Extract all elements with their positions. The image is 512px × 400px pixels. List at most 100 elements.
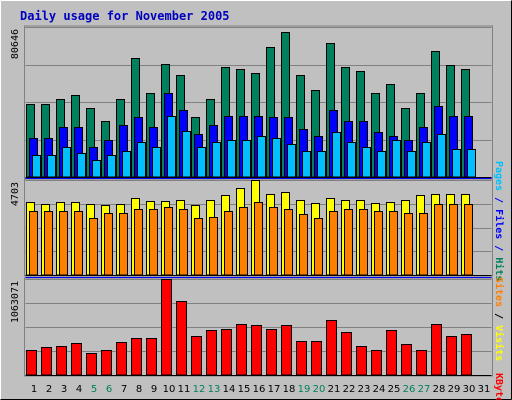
x-tick-day-24: 24 bbox=[373, 384, 386, 395]
bar-pages-day-17 bbox=[272, 138, 281, 178]
bar-sites-day-1 bbox=[29, 211, 38, 276]
bar-pages-day-26 bbox=[407, 151, 416, 178]
series-label-part-visits-sites-2: Visits bbox=[493, 325, 505, 361]
bar-pages-day-12 bbox=[197, 147, 206, 178]
bar-sites-day-2 bbox=[44, 211, 53, 276]
bar-sites-day-30 bbox=[464, 204, 473, 276]
bar-sites-day-17 bbox=[269, 207, 278, 276]
series-label-hits-files-pages: Pages / Files / Hits bbox=[493, 161, 505, 281]
bar-sites-day-9 bbox=[149, 209, 158, 276]
x-tick-day-18: 18 bbox=[283, 384, 296, 395]
bar-kbytes-day-13 bbox=[206, 330, 217, 376]
series-label-part-hits-files-pages-1: / bbox=[493, 191, 504, 209]
x-tick-day-25: 25 bbox=[388, 384, 401, 395]
bar-sites-day-20 bbox=[314, 218, 323, 276]
x-tick-day-7: 7 bbox=[121, 384, 127, 395]
x-tick-day-15: 15 bbox=[238, 384, 251, 395]
x-tick-day-11: 11 bbox=[178, 384, 191, 395]
bar-kbytes-day-2 bbox=[41, 347, 52, 376]
bar-kbytes-day-16 bbox=[251, 325, 262, 376]
bar-sites-day-18 bbox=[284, 209, 293, 276]
bar-sites-day-7 bbox=[119, 213, 128, 276]
bar-pages-day-3 bbox=[62, 147, 71, 178]
bar-sites-day-23 bbox=[359, 209, 368, 276]
bar-kbytes-day-30 bbox=[461, 334, 472, 376]
x-tick-day-4: 4 bbox=[76, 384, 82, 395]
bar-sites-day-12 bbox=[194, 218, 203, 276]
x-tick-day-1: 1 bbox=[31, 384, 37, 395]
x-tick-day-16: 16 bbox=[253, 384, 266, 395]
bar-pages-day-2 bbox=[47, 155, 56, 178]
x-tick-day-30: 30 bbox=[463, 384, 476, 395]
x-tick-day-26: 26 bbox=[403, 384, 416, 395]
ymax-label-visits-sites: 4703 bbox=[10, 182, 21, 206]
series-label-part-visits-sites-0: Sites bbox=[493, 277, 505, 307]
ymax-label-kbytes: 1063071 bbox=[10, 281, 21, 323]
bar-pages-day-22 bbox=[347, 142, 356, 178]
x-tick-day-2: 2 bbox=[46, 384, 52, 395]
bar-sites-day-26 bbox=[404, 213, 413, 276]
bar-kbytes-day-21 bbox=[326, 320, 337, 376]
bar-kbytes-day-20 bbox=[311, 341, 322, 376]
x-tick-day-13: 13 bbox=[208, 384, 221, 395]
bar-kbytes-day-9 bbox=[146, 338, 157, 376]
bar-kbytes-day-7 bbox=[116, 342, 127, 376]
series-label-part-hits-files-pages-2: Files bbox=[493, 209, 505, 239]
bar-kbytes-day-1 bbox=[26, 350, 37, 376]
bar-sites-day-13 bbox=[209, 217, 218, 276]
x-tick-day-6: 6 bbox=[106, 384, 112, 395]
bar-kbytes-day-23 bbox=[356, 346, 367, 376]
bar-pages-day-18 bbox=[287, 144, 296, 178]
bar-pages-day-14 bbox=[227, 140, 236, 178]
bar-pages-day-8 bbox=[137, 142, 146, 178]
bar-sites-day-16 bbox=[254, 202, 263, 276]
bar-sites-day-8 bbox=[134, 209, 143, 276]
bar-pages-day-4 bbox=[77, 153, 86, 178]
x-tick-day-23: 23 bbox=[358, 384, 371, 395]
bar-pages-day-21 bbox=[332, 132, 341, 178]
bar-sites-day-21 bbox=[329, 211, 338, 276]
bar-kbytes-day-3 bbox=[56, 346, 67, 376]
chart-title: Daily usage for November 2005 bbox=[20, 9, 230, 23]
series-label-visits-sites: Sites / Visits bbox=[493, 277, 505, 361]
bar-sites-day-6 bbox=[104, 213, 113, 276]
x-tick-day-3: 3 bbox=[61, 384, 67, 395]
bar-kbytes-day-12 bbox=[191, 336, 202, 376]
bar-pages-day-19 bbox=[302, 151, 311, 178]
bar-pages-day-9 bbox=[152, 147, 161, 178]
bar-pages-day-29 bbox=[452, 149, 461, 178]
bar-pages-day-20 bbox=[317, 151, 326, 178]
bar-pages-day-25 bbox=[392, 140, 401, 178]
bar-kbytes-day-10 bbox=[161, 279, 172, 376]
series-label-part-visits-sites-1: / bbox=[493, 307, 504, 325]
bar-pages-day-24 bbox=[377, 151, 386, 178]
x-tick-day-14: 14 bbox=[223, 384, 236, 395]
bar-kbytes-day-4 bbox=[71, 343, 82, 376]
x-tick-day-10: 10 bbox=[163, 384, 176, 395]
bar-sites-day-3 bbox=[59, 211, 68, 276]
x-tick-day-9: 9 bbox=[151, 384, 157, 395]
x-tick-day-20: 20 bbox=[313, 384, 326, 395]
series-label-part-hits-files-pages-0: Pages bbox=[493, 161, 504, 191]
bar-sites-day-19 bbox=[299, 214, 308, 276]
bar-kbytes-day-5 bbox=[86, 353, 97, 376]
bar-kbytes-day-6 bbox=[101, 350, 112, 376]
bar-kbytes-day-19 bbox=[296, 341, 307, 376]
x-tick-day-12: 12 bbox=[193, 384, 206, 395]
series-label-part-hits-files-pages-3: / bbox=[493, 239, 504, 257]
bar-sites-day-10 bbox=[164, 207, 173, 276]
bar-sites-day-4 bbox=[74, 211, 83, 276]
bar-kbytes-day-17 bbox=[266, 329, 277, 376]
bar-kbytes-day-14 bbox=[221, 329, 232, 376]
x-tick-day-29: 29 bbox=[448, 384, 461, 395]
bar-pages-day-10 bbox=[167, 116, 176, 178]
x-tick-day-31: 31 bbox=[478, 384, 491, 395]
bar-sites-day-11 bbox=[179, 209, 188, 276]
x-tick-day-22: 22 bbox=[343, 384, 356, 395]
bar-kbytes-day-28 bbox=[431, 324, 442, 376]
bar-pages-day-13 bbox=[212, 142, 221, 178]
bar-kbytes-day-24 bbox=[371, 350, 382, 376]
bar-pages-day-5 bbox=[92, 160, 101, 178]
bar-kbytes-day-29 bbox=[446, 336, 457, 376]
bar-sites-day-24 bbox=[374, 211, 383, 276]
